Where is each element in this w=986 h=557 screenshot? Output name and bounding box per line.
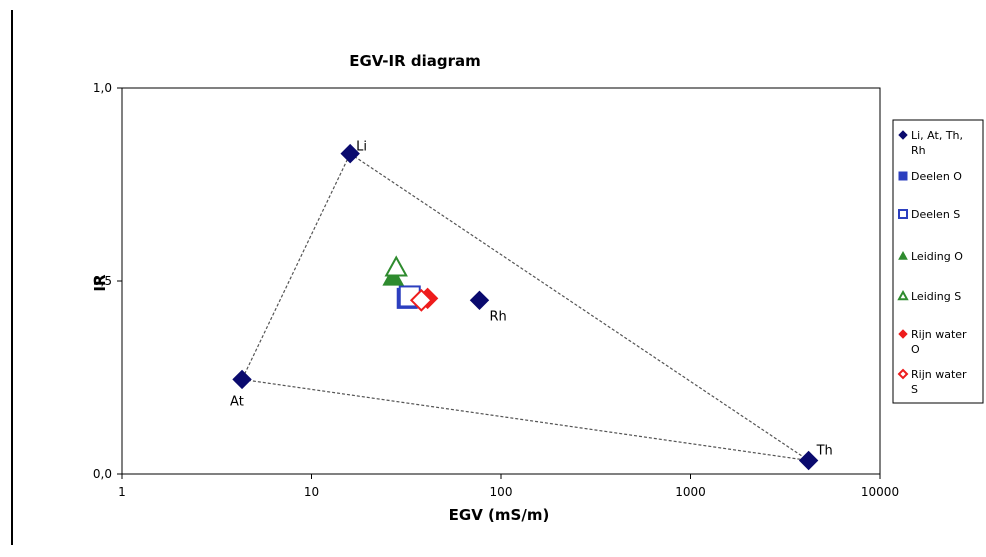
legend-label: Leiding O	[911, 250, 963, 263]
triangle-outline	[241, 153, 809, 462]
y-tick-label: 0,5	[93, 274, 112, 288]
data-point-marker	[384, 255, 408, 277]
legend-label: Deelen O	[911, 170, 962, 183]
legend: Li, At, Th, Rh Deelen O Deelen S Leiding O Le…	[892, 119, 984, 404]
legend-marker	[898, 250, 908, 260]
legend-label: Rijn water	[911, 368, 967, 381]
x-tick-label: 1000	[675, 485, 706, 499]
legend-marker	[898, 130, 908, 140]
y-axis-title: IR	[91, 274, 109, 292]
y-tick-label: 1,0	[93, 81, 112, 95]
legend-label: Deelen S	[911, 208, 960, 221]
y-tick-label: 0,0	[93, 467, 112, 481]
data-point-label: At	[230, 394, 244, 409]
legend-marker	[898, 329, 908, 339]
legend-label: Rijn water	[911, 328, 967, 341]
legend-marker	[898, 209, 908, 219]
legend-marker	[897, 289, 909, 301]
legend-label: O	[911, 343, 920, 356]
legend-marker	[897, 368, 909, 380]
legend-label: Leiding S	[911, 290, 961, 303]
data-point-label: Th	[816, 443, 833, 458]
legend-marker	[898, 171, 908, 181]
data-points: Li At Th Rh	[230, 140, 833, 471]
data-point-marker	[798, 450, 819, 471]
y-axis-ticks: 0,0 0,5 1,0	[93, 81, 122, 481]
legend-box	[892, 119, 984, 404]
legend-label: S	[911, 383, 918, 396]
legend-label: Rh	[911, 144, 926, 157]
chart-title: EGV-IR diagram	[349, 52, 481, 70]
data-point-marker	[469, 290, 490, 311]
data-point-marker	[232, 369, 252, 390]
x-tick-label: 100	[490, 485, 513, 499]
x-tick-label: 10	[304, 485, 319, 499]
data-point-marker	[409, 288, 433, 312]
x-axis-title: EGV (mS/m)	[449, 506, 550, 524]
triangle-dashed-line	[241, 153, 809, 462]
data-point-label: Li	[356, 140, 367, 155]
data-point-marker	[340, 143, 360, 164]
data-point-label: Rh	[489, 309, 506, 324]
x-axis-ticks: 1 10 100 1000 10000	[118, 474, 899, 499]
x-tick-label: 1	[118, 485, 126, 499]
legend-label: Li, At, Th,	[911, 129, 963, 142]
x-tick-label: 10000	[861, 485, 899, 499]
